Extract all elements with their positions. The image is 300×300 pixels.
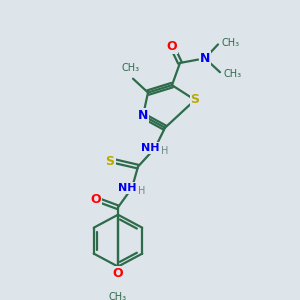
Text: H: H	[138, 186, 146, 196]
Text: S: S	[106, 154, 115, 168]
Text: CH₃: CH₃	[109, 292, 127, 300]
Text: N: N	[200, 52, 210, 65]
Text: CH₃: CH₃	[222, 38, 240, 48]
Text: H: H	[161, 146, 169, 156]
Text: CH₃: CH₃	[224, 69, 242, 79]
Text: O: O	[91, 194, 101, 206]
Text: S: S	[190, 94, 200, 106]
Text: CH₃: CH₃	[122, 63, 140, 73]
Text: O: O	[167, 40, 177, 53]
Text: NH: NH	[141, 143, 159, 153]
Text: O: O	[113, 267, 123, 280]
Text: N: N	[138, 109, 148, 122]
Text: NH: NH	[118, 183, 136, 193]
